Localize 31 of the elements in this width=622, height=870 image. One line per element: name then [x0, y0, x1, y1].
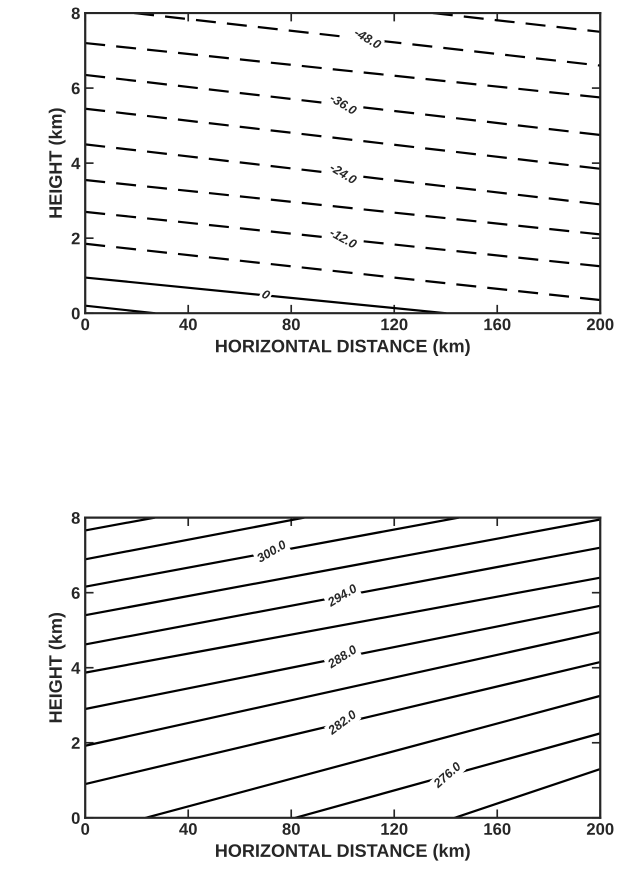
text: -24.0 — [329, 162, 358, 185]
x-tick-label: 80 — [282, 823, 300, 835]
x-tick-label: 0 — [81, 318, 90, 330]
x-tick-label: 120 — [381, 823, 408, 835]
text: -48.0 — [353, 28, 382, 50]
y-tick-label: 4 — [71, 662, 80, 674]
x-tick-label: 160 — [484, 318, 510, 330]
text: 0 — [261, 289, 271, 300]
y-axis-title: HEIGHT (km) — [48, 108, 66, 218]
x-tick-label: 40 — [179, 318, 197, 330]
y-tick-label: 0 — [72, 308, 80, 320]
y-tick-label: 6 — [72, 587, 80, 599]
x-tick-label: 0 — [81, 823, 90, 835]
x-tick-label: 80 — [282, 318, 300, 330]
y-tick-label: 0 — [72, 812, 80, 824]
text: -36.0 — [329, 93, 358, 116]
y-tick-label: 8 — [72, 512, 80, 524]
x-tick-label: 40 — [179, 823, 197, 835]
y-tick-label: 2 — [72, 232, 80, 244]
x-tick-label: 200 — [586, 823, 614, 835]
y-tick-label: 8 — [72, 7, 80, 20]
x-axis-title: HORIZONTAL DISTANCE (km) — [216, 339, 470, 356]
x-tick-label: 200 — [586, 318, 614, 330]
y-tick-label: 6 — [72, 82, 80, 94]
y-tick-label: 4 — [71, 158, 80, 170]
x-tick-label: 120 — [381, 318, 408, 330]
text: -12.0 — [328, 228, 358, 249]
x-axis-title: HORIZONTAL DISTANCE (km) — [216, 844, 470, 861]
y-tick-label: 2 — [72, 737, 80, 749]
y-axis-title: HEIGHT (km) — [48, 612, 66, 722]
x-tick-label: 160 — [484, 823, 510, 835]
